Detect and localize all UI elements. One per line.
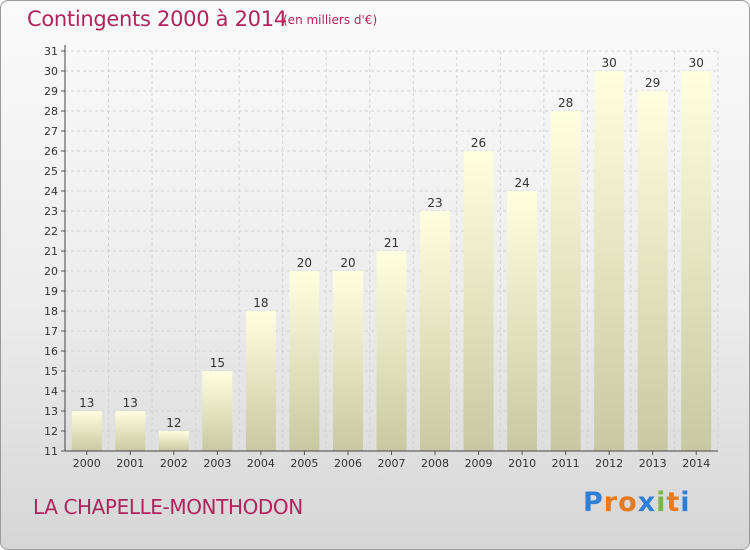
x-tick-label: 2014: [682, 457, 710, 470]
x-tick-label: 2008: [421, 457, 449, 470]
y-tick-label: 19: [44, 285, 58, 298]
x-tick-label: 2000: [73, 457, 101, 470]
bar: [594, 71, 625, 451]
bar: [71, 411, 102, 451]
bar-value-label: 21: [384, 236, 399, 250]
y-tick-label: 24: [44, 185, 58, 198]
x-tick-label: 2005: [290, 457, 318, 470]
bar-value-label: 23: [427, 196, 442, 210]
chart-subtitle: (en milliers d'€): [283, 13, 378, 27]
bar: [115, 411, 146, 451]
logo-letter: o: [618, 487, 638, 518]
bar: [245, 311, 276, 451]
y-tick-label: 20: [44, 265, 58, 278]
bar: [420, 211, 451, 451]
x-tick-label: 2011: [552, 457, 580, 470]
x-tick-label: 2006: [334, 457, 362, 470]
y-tick-label: 12: [44, 425, 58, 438]
y-tick-label: 21: [44, 245, 58, 258]
y-tick-label: 30: [44, 65, 58, 78]
bar: [289, 271, 320, 451]
y-tick-label: 14: [44, 385, 58, 398]
x-tick-label: 2013: [639, 457, 667, 470]
bar: [202, 371, 233, 451]
bar-value-label: 30: [602, 56, 617, 70]
bar: [463, 151, 494, 451]
x-tick-label: 2002: [160, 457, 188, 470]
logo-letter: i: [656, 487, 667, 518]
bar-value-label: 18: [253, 296, 268, 310]
bar-value-label: 20: [297, 256, 312, 270]
bar: [550, 111, 581, 451]
bars: [71, 71, 712, 451]
bar-value-label: 13: [79, 396, 94, 410]
bar-value-label: 20: [340, 256, 355, 270]
y-tick-label: 11: [44, 445, 58, 458]
bar-value-label: 12: [166, 416, 181, 430]
bar-value-label: 30: [689, 56, 704, 70]
bar: [158, 431, 189, 451]
x-tick-label: 2012: [595, 457, 623, 470]
y-tick-label: 26: [44, 145, 58, 158]
proxiti-logo[interactable]: Proxiti: [583, 487, 691, 518]
city-name: LA CHAPELLE-MONTHODON: [33, 495, 303, 519]
bar: [507, 191, 538, 451]
axes: [61, 45, 718, 455]
x-tick-label: 2003: [203, 457, 231, 470]
bar: [376, 251, 407, 451]
x-tick-label: 2009: [465, 457, 493, 470]
y-tick-label: 22: [44, 225, 58, 238]
bar-value-label: 15: [210, 356, 225, 370]
bar: [332, 271, 363, 451]
y-tick-label: 18: [44, 305, 58, 318]
logo-letter: r: [603, 487, 619, 518]
bar: [681, 71, 712, 451]
logo-letter: i: [680, 487, 691, 518]
chart-title: Contingents 2000 à 2014: [27, 7, 287, 31]
y-tick-label: 16: [44, 345, 58, 358]
y-tick-label: 31: [44, 45, 58, 58]
y-tick-label: 28: [44, 105, 58, 118]
logo-letter: t: [666, 487, 681, 518]
y-tick-label: 17: [44, 325, 58, 338]
bar: [637, 91, 668, 451]
logo-letter: P: [583, 487, 604, 518]
x-tick-label: 2010: [508, 457, 536, 470]
bar-value-label: 24: [514, 176, 529, 190]
x-tick-label: 2001: [116, 457, 144, 470]
logo-letter: x: [637, 487, 657, 518]
y-tick-label: 23: [44, 205, 58, 218]
bar-value-label: 13: [123, 396, 138, 410]
x-tick-label: 2007: [378, 457, 406, 470]
y-tick-label: 25: [44, 165, 58, 178]
y-tick-label: 13: [44, 405, 58, 418]
y-tick-label: 15: [44, 365, 58, 378]
y-tick-label: 27: [44, 125, 58, 138]
x-tick-label: 2004: [247, 457, 275, 470]
bar-value-label: 26: [471, 136, 486, 150]
y-tick-label: 29: [44, 85, 58, 98]
bar-value-label: 28: [558, 96, 573, 110]
labels: 11 12 13 14 15 16 17 18 19 20 21 22 23 24 25 26 27 28 29 30…: [44, 45, 710, 470]
bar-value-label: 29: [645, 76, 660, 90]
